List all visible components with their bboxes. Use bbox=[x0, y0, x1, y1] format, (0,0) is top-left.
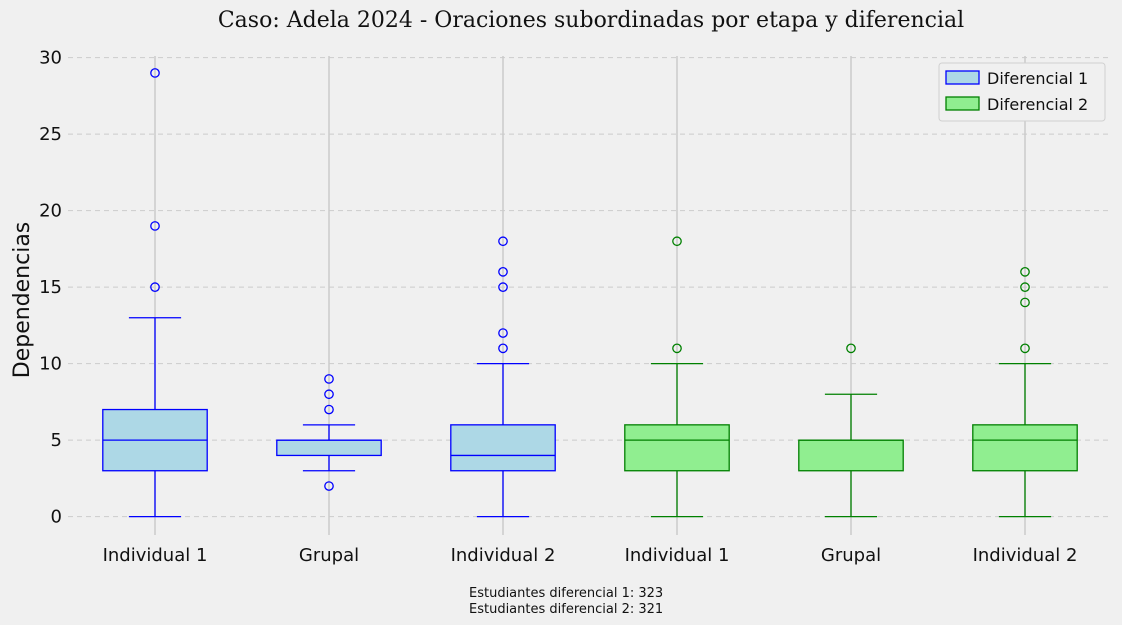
outlier-point bbox=[672, 236, 682, 247]
iqr-box bbox=[624, 424, 730, 472]
box-5 bbox=[798, 343, 904, 518]
iqr-box bbox=[798, 439, 904, 472]
chart-title: Caso: Adela 2024 - Oraciones subordinada… bbox=[218, 8, 964, 33]
legend-frame bbox=[938, 62, 1106, 122]
plot-layer bbox=[102, 68, 1078, 518]
outlier-point bbox=[672, 343, 682, 354]
outlier-point bbox=[498, 266, 508, 277]
outlier-point bbox=[1020, 266, 1030, 277]
iqr-box bbox=[450, 424, 556, 472]
y-tick-label: 20 bbox=[39, 201, 62, 222]
box-1 bbox=[102, 68, 208, 518]
outlier-point bbox=[150, 221, 160, 231]
outlier-point bbox=[324, 481, 334, 491]
y-tick-label: 5 bbox=[51, 430, 62, 451]
legend-label: Diferencial 1 bbox=[987, 69, 1088, 88]
x-tick-label: Grupal bbox=[299, 545, 359, 566]
y-tick-label: 25 bbox=[39, 124, 62, 145]
x-tick-label: Individual 2 bbox=[451, 545, 556, 566]
legend: Diferencial 1 Diferencial 2 bbox=[938, 62, 1106, 122]
outlier-point bbox=[498, 236, 508, 247]
footnote-diferencial-1: Estudiantes diferencial 1: 323 bbox=[469, 586, 663, 601]
tick-layer: 0 5 10 15 20 25 30 Individual 1 Grupal Individual… bbox=[39, 48, 1077, 566]
y-tick-label: 10 bbox=[39, 354, 62, 375]
outlier-point bbox=[150, 68, 160, 78]
y-tick-label: 0 bbox=[51, 507, 62, 528]
y-tick-label: 30 bbox=[39, 48, 62, 69]
outlier-point bbox=[150, 282, 160, 292]
box-2 bbox=[276, 374, 382, 491]
grid-layer bbox=[68, 56, 1112, 535]
x-tick-label: Individual 1 bbox=[625, 545, 730, 566]
outlier-point bbox=[846, 343, 856, 354]
x-tick-label: Individual 1 bbox=[103, 545, 208, 566]
footnote-diferencial-2: Estudiantes diferencial 2: 321 bbox=[469, 602, 663, 617]
box-4 bbox=[624, 236, 730, 518]
outlier-point bbox=[498, 282, 508, 292]
outlier-point bbox=[498, 343, 508, 354]
iqr-box bbox=[276, 439, 382, 457]
outlier-point bbox=[498, 328, 508, 338]
outlier-point bbox=[324, 404, 334, 415]
outlier-point bbox=[324, 374, 334, 384]
box-3 bbox=[450, 236, 556, 518]
y-tick-label: 15 bbox=[39, 277, 62, 298]
legend-swatch bbox=[945, 96, 980, 111]
outlier-point bbox=[1020, 297, 1030, 308]
x-tick-label: Grupal bbox=[821, 545, 881, 566]
iqr-box bbox=[972, 424, 1078, 472]
outlier-point bbox=[324, 389, 334, 400]
legend-swatch bbox=[945, 70, 980, 85]
outlier-point bbox=[1020, 343, 1030, 354]
legend-label: Diferencial 2 bbox=[987, 95, 1088, 114]
outlier-point bbox=[1020, 282, 1030, 292]
box-6 bbox=[972, 266, 1078, 518]
y-axis-label: Dependencias bbox=[10, 222, 35, 379]
x-tick-label: Individual 2 bbox=[973, 545, 1078, 566]
